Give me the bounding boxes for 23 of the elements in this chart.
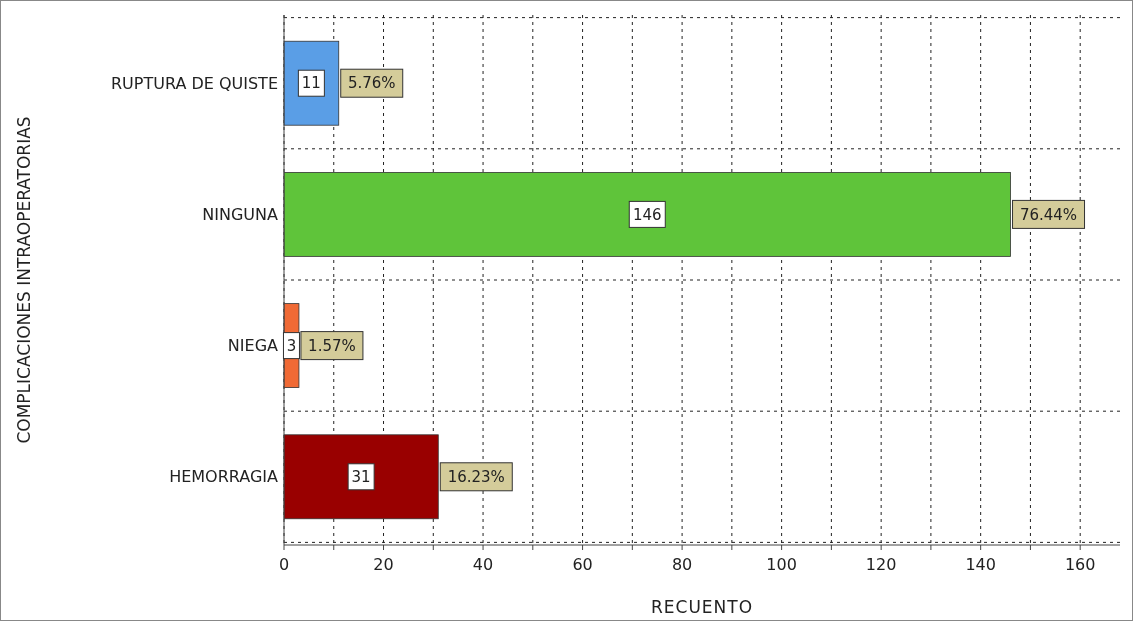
x-tick-label: 20 bbox=[373, 555, 394, 574]
y-tick-label: HEMORRAGIA bbox=[169, 467, 279, 487]
data-label: 3 bbox=[286, 336, 297, 355]
y-tick-label: NINGUNA bbox=[202, 205, 279, 225]
x-tick-label: 120 bbox=[865, 555, 897, 574]
x-tick-label: 0 bbox=[278, 555, 290, 574]
x-tick-label: 160 bbox=[1064, 555, 1096, 574]
annotation: 5.76% bbox=[347, 74, 396, 93]
y-tick-label: NIEGA bbox=[227, 336, 279, 356]
x-tick-label: 40 bbox=[472, 555, 494, 574]
y-axis-title: COMPLICACIONES INTRAOPERATORIAS bbox=[14, 116, 34, 444]
annotation: 76.44% bbox=[1019, 205, 1078, 224]
x-tick-label: 60 bbox=[572, 555, 593, 574]
data-label: 11 bbox=[301, 74, 321, 93]
annotation: 1.57% bbox=[308, 336, 356, 355]
x-axis-title: RECUENTO bbox=[650, 597, 754, 617]
y-tick-label: RUPTURA DE QUISTE bbox=[110, 73, 278, 93]
x-tick-label: 100 bbox=[766, 555, 797, 574]
data-label: 31 bbox=[351, 468, 371, 487]
x-tick-label: 140 bbox=[965, 555, 996, 574]
x-tick-label: 80 bbox=[671, 555, 693, 574]
annotation: 16.23% bbox=[447, 468, 505, 487]
data-label: 146 bbox=[632, 205, 662, 224]
